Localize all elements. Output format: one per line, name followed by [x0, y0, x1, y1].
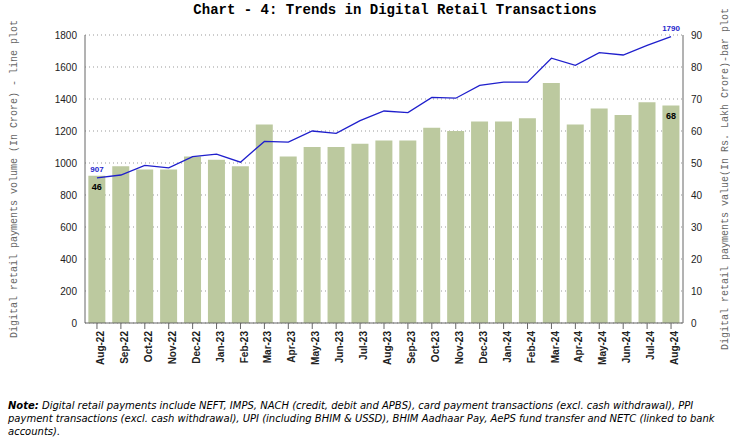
svg-text:Nov-22: Nov-22: [167, 331, 178, 365]
svg-text:Mar-23: Mar-23: [263, 331, 274, 364]
svg-text:80: 80: [691, 62, 703, 73]
svg-text:1800: 1800: [55, 30, 78, 41]
svg-text:800: 800: [60, 190, 77, 201]
svg-text:400: 400: [60, 254, 77, 265]
svg-text:Apr-23: Apr-23: [286, 331, 297, 363]
svg-text:Oct-22: Oct-22: [143, 331, 154, 363]
html-text:Chart - 4: Trends in Digital R: Chart - 4: Trends in Digital Retail Tran…: [193, 2, 597, 18]
svg-text:600: 600: [60, 222, 77, 233]
svg-text:Mar-24: Mar-24: [550, 331, 561, 364]
svg-text:Digital retail payments volume: Digital retail payments volume (In Crore…: [9, 20, 20, 338]
svg-text:Feb-24: Feb-24: [526, 331, 537, 364]
svg-text:Dec-22: Dec-22: [191, 331, 202, 364]
svg-text:Jan-24: Jan-24: [502, 331, 513, 363]
svg-text:1790: 1790: [662, 24, 680, 33]
svg-text:Apr-24: Apr-24: [573, 331, 584, 363]
svg-text:0: 0: [691, 318, 697, 329]
svg-text:200: 200: [60, 286, 77, 297]
svg-text:10: 10: [691, 286, 703, 297]
svg-text:Dec-23: Dec-23: [478, 331, 489, 364]
html-text:Note: Digital retail payments: Note: Digital retail payments include NE…: [8, 400, 715, 437]
svg-text:90: 90: [691, 30, 703, 41]
svg-text:1000: 1000: [55, 158, 78, 169]
svg-text:0: 0: [71, 318, 77, 329]
svg-text:50: 50: [691, 158, 703, 169]
svg-text:46: 46: [92, 182, 102, 192]
svg-text:May-24: May-24: [597, 331, 608, 365]
svg-text:Jul-24: Jul-24: [645, 331, 656, 360]
svg-text:1200: 1200: [55, 126, 78, 137]
svg-text:Jun-24: Jun-24: [621, 331, 632, 364]
svg-text:Aug-24: Aug-24: [669, 331, 680, 365]
svg-text:Sep-23: Sep-23: [406, 331, 417, 364]
svg-text:70: 70: [691, 94, 703, 105]
svg-text:60: 60: [691, 126, 703, 137]
svg-text:Oct-23: Oct-23: [430, 331, 441, 363]
svg-text:40: 40: [691, 190, 703, 201]
svg-text:20: 20: [691, 254, 703, 265]
svg-text:Jul-23: Jul-23: [358, 331, 369, 360]
svg-text:68: 68: [666, 111, 676, 121]
svg-text:907: 907: [90, 165, 104, 174]
svg-text:Aug-23: Aug-23: [382, 331, 393, 365]
svg-text:Jan-23: Jan-23: [215, 331, 226, 363]
svg-text:Feb-23: Feb-23: [239, 331, 250, 364]
svg-text:30: 30: [691, 222, 703, 233]
svg-text:Digital retail payments value(: Digital retail payments value(In Rs. Lak…: [720, 8, 722, 350]
svg-text:Aug-22: Aug-22: [95, 331, 106, 365]
svg-text:1400: 1400: [55, 94, 78, 105]
svg-text:Jun-23: Jun-23: [334, 331, 345, 364]
svg-text:1600: 1600: [55, 62, 78, 73]
svg-text:Sep-22: Sep-22: [119, 331, 130, 364]
svg-text:May-23: May-23: [310, 331, 321, 365]
svg-text:Nov-23: Nov-23: [454, 331, 465, 365]
